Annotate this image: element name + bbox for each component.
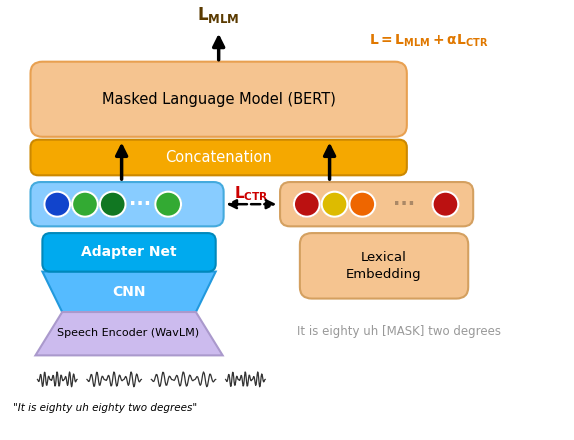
Text: "It is eighty uh eighty two degrees": "It is eighty uh eighty two degrees" — [13, 403, 197, 413]
Circle shape — [294, 192, 320, 217]
Text: Masked Language Model (BERT): Masked Language Model (BERT) — [102, 92, 336, 107]
Circle shape — [100, 192, 126, 217]
Circle shape — [321, 192, 347, 217]
FancyBboxPatch shape — [30, 182, 224, 226]
Circle shape — [156, 192, 181, 217]
Text: Lexical
Embedding: Lexical Embedding — [346, 251, 422, 281]
FancyBboxPatch shape — [30, 62, 407, 137]
Circle shape — [350, 192, 375, 217]
FancyBboxPatch shape — [30, 139, 407, 175]
Text: Speech Encoder (WavLM): Speech Encoder (WavLM) — [57, 328, 200, 338]
Text: $\bf{L}_{\bf{CTR}}$: $\bf{L}_{\bf{CTR}}$ — [234, 184, 269, 203]
Polygon shape — [42, 271, 216, 312]
Text: ···: ··· — [129, 194, 152, 214]
Circle shape — [72, 192, 98, 217]
Text: ···: ··· — [393, 194, 415, 214]
FancyBboxPatch shape — [280, 182, 473, 226]
FancyBboxPatch shape — [300, 233, 468, 299]
FancyBboxPatch shape — [42, 233, 216, 271]
Text: Concatenation: Concatenation — [165, 150, 272, 165]
Text: $\bf{L}_{\bf{MLM}}$: $\bf{L}_{\bf{MLM}}$ — [197, 5, 240, 25]
Circle shape — [44, 192, 70, 217]
Circle shape — [433, 192, 458, 217]
Text: It is eighty uh [MASK] two degrees: It is eighty uh [MASK] two degrees — [297, 325, 501, 338]
Text: $\bf{L} = \bf{L}_{\bf{MLM}} + \alpha\bf{L}_{\bf{CTR}}$: $\bf{L} = \bf{L}_{\bf{MLM}} + \alpha\bf{… — [369, 32, 488, 49]
Text: Adapter Net: Adapter Net — [81, 246, 176, 259]
Polygon shape — [36, 312, 223, 356]
Text: CNN: CNN — [112, 285, 145, 299]
